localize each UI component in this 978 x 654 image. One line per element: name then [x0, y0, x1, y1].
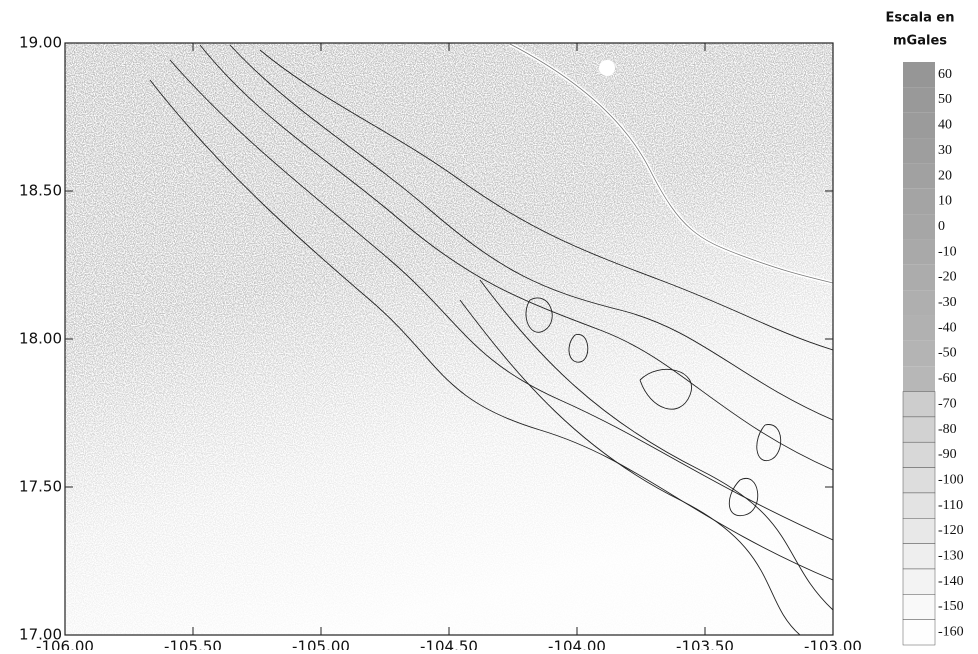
- x-tick-label: -103.00: [804, 638, 862, 651]
- legend-swatch: [903, 493, 935, 518]
- legend-swatch: [903, 163, 935, 188]
- legend-swatch: [903, 62, 935, 87]
- x-tick-label: -104.50: [420, 638, 478, 651]
- y-tick-label: 18.50: [19, 182, 62, 200]
- legend-label: -20: [938, 270, 957, 285]
- legend-label: -150: [938, 599, 964, 614]
- legend-label: -160: [938, 625, 964, 640]
- legend: Escala en mGales 60 50 40 30 20 10 0 -10 -20 -30 -…: [886, 11, 964, 646]
- legend-label: 20: [938, 168, 952, 183]
- legend-label: -70: [938, 396, 957, 411]
- legend-swatch: [903, 239, 935, 264]
- legend-label: -10: [938, 244, 957, 259]
- legend-swatch: [903, 265, 935, 290]
- legend-swatch: [903, 341, 935, 366]
- page: {"map": { "xlim": [-106, -103], "ylim": …: [0, 0, 978, 654]
- legend-swatch: [903, 290, 935, 315]
- legend-swatch: [903, 392, 935, 417]
- legend-label: -40: [938, 320, 957, 335]
- y-tick-label: 17.00: [19, 626, 62, 644]
- y-tick-label: 18.00: [19, 330, 62, 348]
- legend-label: -80: [938, 422, 957, 437]
- legend-label: -100: [938, 472, 964, 487]
- legend-label: -130: [938, 549, 964, 564]
- legend-swatch: [903, 87, 935, 112]
- legend-label: -30: [938, 295, 957, 310]
- legend-swatch: [903, 594, 935, 619]
- x-tick-label: -105.00: [292, 638, 350, 651]
- legend-swatch: [903, 544, 935, 569]
- legend-label: 40: [938, 118, 952, 133]
- legend-label: -140: [938, 574, 964, 589]
- x-tick-label: -105.50: [164, 638, 222, 651]
- x-tick-label: -103.50: [676, 638, 734, 651]
- legend-title: Escala en: [886, 11, 955, 26]
- legend-label: 0: [938, 219, 945, 234]
- legend-swatch: [903, 214, 935, 239]
- legend-label: -50: [938, 346, 957, 361]
- legend-swatch: [903, 468, 935, 493]
- legend-swatch: [903, 417, 935, 442]
- legend-label: 30: [938, 143, 952, 158]
- legend-swatch: [903, 366, 935, 391]
- legend-label: -90: [938, 447, 957, 462]
- legend-swatch: [903, 189, 935, 214]
- legend-title: mGales: [893, 34, 947, 49]
- marker: [599, 60, 615, 76]
- legend-swatch: [903, 569, 935, 594]
- legend-swatch: [903, 138, 935, 163]
- legend-label: 50: [938, 92, 952, 107]
- legend-swatch: [903, 315, 935, 340]
- legend-swatch: [903, 518, 935, 543]
- legend-label: 60: [938, 67, 952, 82]
- y-tick-label: 17.50: [19, 478, 62, 496]
- legend-swatch: [903, 113, 935, 138]
- x-tick-label: -104.00: [548, 638, 606, 651]
- legend-label: -110: [938, 498, 963, 513]
- legend-label: 10: [938, 194, 952, 209]
- legend-label: -120: [938, 523, 964, 538]
- figure: Escala en mGales 60 50 40 30 20 10 0 -10 -20 -30 -…: [0, 0, 978, 650]
- map-area: [65, 43, 833, 635]
- y-tick-label: 19.00: [19, 34, 62, 52]
- legend-label: -60: [938, 371, 957, 386]
- legend-swatch: [903, 620, 935, 645]
- legend-swatch: [903, 442, 935, 467]
